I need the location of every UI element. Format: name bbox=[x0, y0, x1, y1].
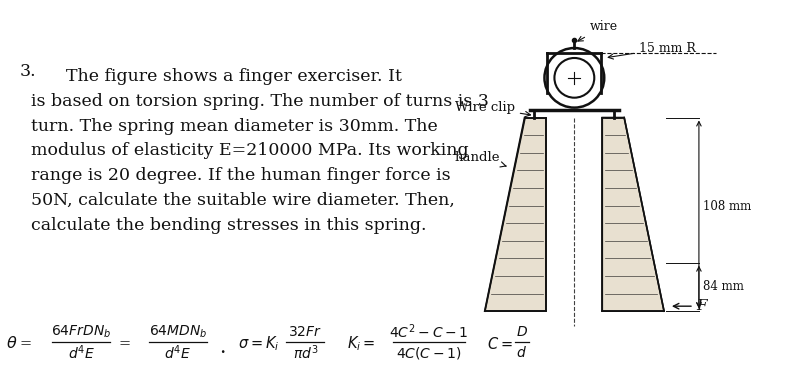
Text: $K_i =$: $K_i =$ bbox=[347, 335, 376, 353]
Text: turn. The spring mean diameter is 30mm. The: turn. The spring mean diameter is 30mm. … bbox=[31, 118, 438, 135]
Text: calculate the bending stresses in this spring.: calculate the bending stresses in this s… bbox=[31, 217, 427, 234]
Text: =: = bbox=[20, 337, 31, 351]
Polygon shape bbox=[485, 118, 546, 311]
Text: handle: handle bbox=[455, 151, 506, 167]
Text: $d^4E$: $d^4E$ bbox=[68, 344, 94, 362]
Text: =: = bbox=[119, 337, 131, 351]
Text: 84 mm: 84 mm bbox=[703, 281, 744, 293]
Text: 15 mm R: 15 mm R bbox=[608, 41, 696, 59]
Text: modulus of elasticity E=210000 MPa. Its working: modulus of elasticity E=210000 MPa. Its … bbox=[31, 142, 469, 159]
Text: $32Fr$: $32Fr$ bbox=[288, 325, 322, 339]
Text: $D$: $D$ bbox=[516, 325, 527, 339]
Text: $4C(C - 1)$: $4C(C - 1)$ bbox=[396, 345, 461, 361]
Text: $\sigma = K_i$: $\sigma = K_i$ bbox=[237, 335, 279, 353]
Text: $\pi d^3$: $\pi d^3$ bbox=[292, 344, 318, 362]
Text: The figure shows a finger exerciser. It: The figure shows a finger exerciser. It bbox=[66, 68, 402, 85]
Text: .: . bbox=[219, 338, 226, 357]
Text: Wire clip: Wire clip bbox=[455, 101, 531, 117]
Text: $4C^2 - C - 1$: $4C^2 - C - 1$ bbox=[389, 323, 468, 341]
Text: wire: wire bbox=[578, 20, 618, 41]
Polygon shape bbox=[602, 118, 664, 311]
Text: 108 mm: 108 mm bbox=[703, 200, 751, 213]
Text: range is 20 degree. If the human finger force is: range is 20 degree. If the human finger … bbox=[31, 167, 451, 184]
Text: F: F bbox=[696, 299, 707, 313]
Text: 3.: 3. bbox=[20, 63, 36, 80]
Text: $C =$: $C =$ bbox=[487, 336, 512, 352]
Text: $\theta$: $\theta$ bbox=[6, 336, 18, 353]
Text: is based on torsion spring. The number of turns is 3: is based on torsion spring. The number o… bbox=[31, 93, 489, 110]
Text: $64MDN_b$: $64MDN_b$ bbox=[149, 324, 207, 340]
Text: 50N, calculate the suitable wire diameter. Then,: 50N, calculate the suitable wire diamete… bbox=[31, 192, 455, 209]
Text: $64FrDN_b$: $64FrDN_b$ bbox=[51, 324, 111, 340]
Text: $d$: $d$ bbox=[516, 345, 527, 360]
Text: $d^4E$: $d^4E$ bbox=[164, 344, 191, 362]
